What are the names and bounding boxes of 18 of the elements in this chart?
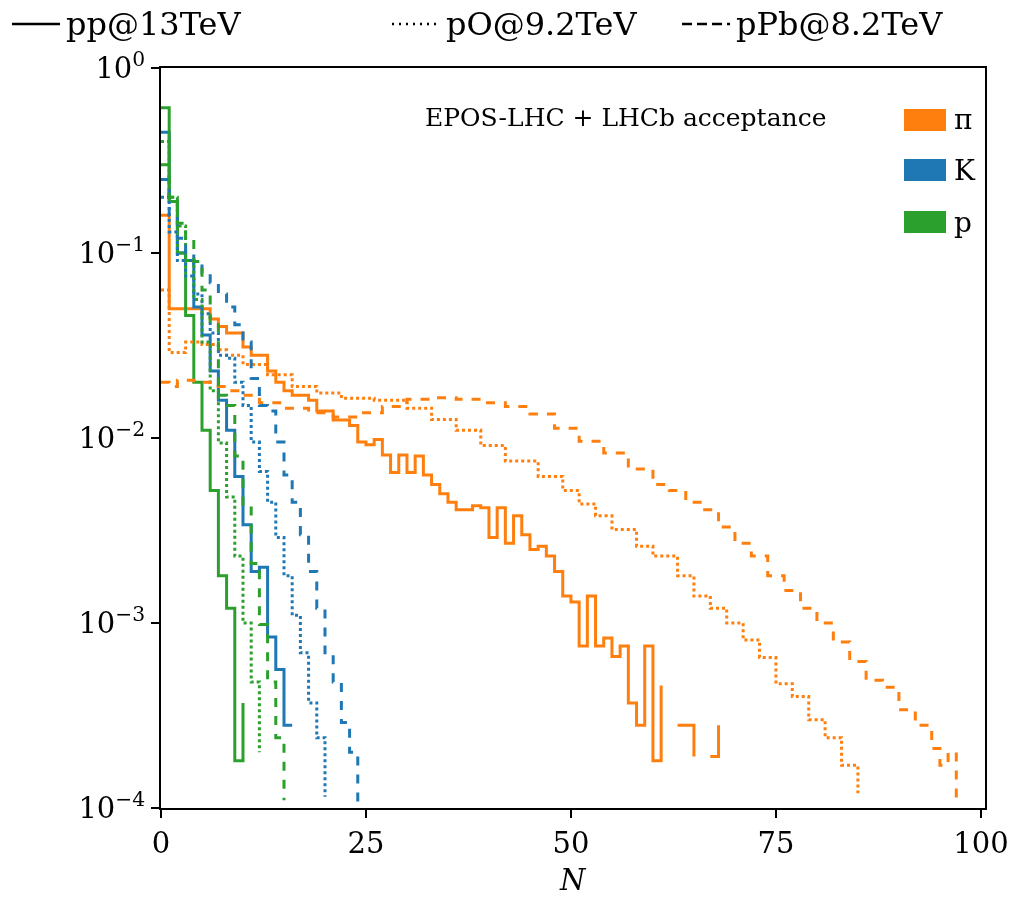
x-tick-label: 100: [953, 825, 1009, 860]
y-tick-label: 10$^{−4}$: [78, 786, 146, 826]
text: pO@9.2TeV: [446, 5, 638, 43]
annotation: K: [954, 154, 976, 187]
annotation: π: [954, 103, 973, 136]
x-tick-label: 75: [757, 825, 795, 860]
y-tick-label: 10$^{−2}$: [78, 416, 146, 456]
y-tick-label: 10$^{−1}$: [78, 231, 146, 271]
y-tick-label: 10$^{0}$: [95, 46, 146, 86]
text: pPb@8.2TeV: [736, 5, 944, 43]
annotation: p: [954, 206, 972, 239]
annotation: EPOS-LHC + LHCb acceptance: [425, 103, 827, 132]
x-axis-title: N: [559, 863, 587, 897]
x-tick-label: 0: [151, 825, 171, 860]
x-tick-label: 25: [347, 825, 385, 860]
text: pp@13TeV: [66, 5, 242, 43]
x-tick-label: 50: [552, 825, 590, 860]
y-tick-label: 10$^{−3}$: [78, 601, 146, 641]
